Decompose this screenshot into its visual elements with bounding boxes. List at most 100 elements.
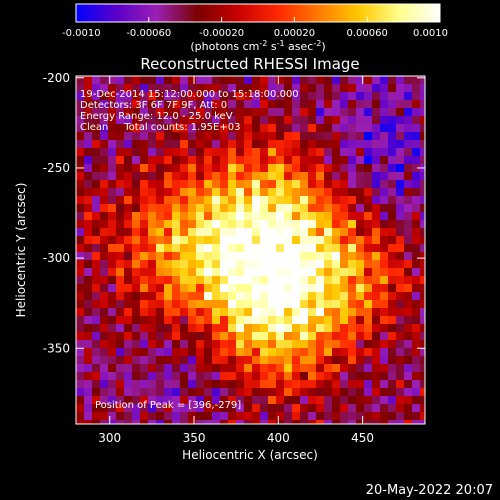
heatmap-cell [156,380,164,388]
heatmap-cell [300,236,308,244]
heatmap-cell [412,412,420,420]
heatmap-cell [236,340,244,348]
footer-date: 20-May-2022 20:07 [366,483,493,498]
heatmap-cell [132,260,140,268]
heatmap-cell [236,292,244,300]
heatmap-cell [404,212,412,220]
heatmap-cell [300,316,308,324]
heatmap-cell [156,300,164,308]
heatmap-cell [396,284,404,292]
heatmap-cell [148,372,156,380]
heatmap-cell [220,148,228,156]
heatmap-cell [212,236,220,244]
heatmap-cell [196,212,204,220]
heatmap-cell [316,396,324,404]
heatmap-cell [92,412,100,420]
heatmap-cell [308,292,316,300]
heatmap-cell [180,340,188,348]
heatmap-cell [76,348,84,356]
heatmap-cell [404,180,412,188]
heatmap-cell [404,252,412,260]
heatmap-cell [212,260,220,268]
heatmap-cell [188,92,196,100]
heatmap-cell [364,404,372,412]
heatmap-cell [316,76,324,84]
heatmap-cell [292,308,300,316]
heatmap-cell [196,140,204,148]
heatmap-cell [100,324,108,332]
heatmap-cell [420,316,425,324]
heatmap-cell [324,396,332,404]
heatmap-cell [148,212,156,220]
heatmap-cell [404,380,412,388]
heatmap-cell [292,188,300,196]
heatmap-cell [212,124,220,132]
heatmap-cell [244,228,252,236]
colorbar-tick-label: 0.00060 [347,28,388,39]
heatmap-cell [356,84,364,92]
heatmap-cell [388,156,396,164]
heatmap-cell [92,268,100,276]
heatmap-cell [340,212,348,220]
heatmap-cell [324,356,332,364]
heatmap-cell [396,300,404,308]
heatmap-cell [100,172,108,180]
heatmap-cell [236,108,244,116]
heatmap-cell [116,252,124,260]
heatmap-cell [316,316,324,324]
heatmap-cell [172,164,180,172]
heatmap-cell [244,180,252,188]
heatmap-cell [148,124,156,132]
heatmap-cell [348,268,356,276]
heatmap-cell [412,324,420,332]
heatmap-cell [204,164,212,172]
heatmap-cell [412,388,420,396]
heatmap-cell [372,236,380,244]
heatmap-cell [188,420,196,424]
heatmap-cell [92,348,100,356]
heatmap-cell [332,76,340,84]
heatmap-cell [140,132,148,140]
heatmap-cell [236,276,244,284]
heatmap-cell [324,308,332,316]
heatmap-cell [196,76,204,84]
heatmap-cell [236,404,244,412]
heatmap-cell [380,412,388,420]
heatmap-cell [164,332,172,340]
heatmap-cell [172,140,180,148]
x-tick-label: 350 [183,431,206,445]
heatmap-cell [236,316,244,324]
heatmap-cell [100,244,108,252]
heatmap-cell [220,156,228,164]
heatmap-cell [276,220,284,228]
heatmap-cell [92,380,100,388]
heatmap-cell [300,420,308,424]
heatmap-cell [108,140,116,148]
heatmap-cell [148,404,156,412]
heatmap-cell [268,404,276,412]
heatmap-cell [404,260,412,268]
heatmap-cell [252,300,260,308]
heatmap-cell [92,140,100,148]
heatmap-cell [156,188,164,196]
heatmap-cell [76,244,84,252]
heatmap-cell [252,76,260,84]
heatmap-cell [164,292,172,300]
heatmap-cell [300,180,308,188]
heatmap-cell [372,420,380,424]
heatmap-cell [180,236,188,244]
heatmap-cell [356,140,364,148]
heatmap-cell [244,260,252,268]
heatmap-cell [420,300,425,308]
heatmap-cell [332,348,340,356]
heatmap-cell [284,108,292,116]
heatmap-cell [100,364,108,372]
heatmap-cell [204,220,212,228]
heatmap-cell [100,372,108,380]
heatmap-cell [164,188,172,196]
heatmap-cell [372,188,380,196]
heatmap-cell [172,116,180,124]
heatmap-cell [268,244,276,252]
heatmap-cell [108,116,116,124]
heatmap-cell [156,220,164,228]
